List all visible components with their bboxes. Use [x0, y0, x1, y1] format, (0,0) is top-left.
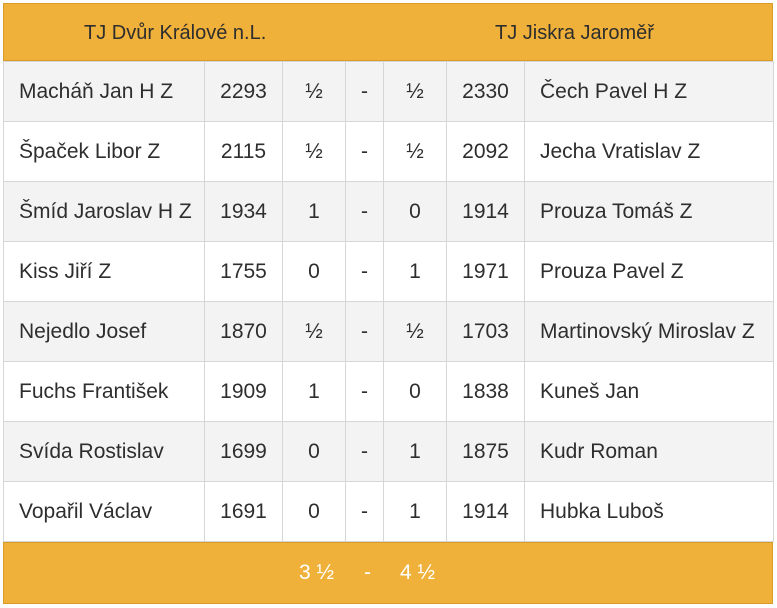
home-player-rating: 2293: [204, 61, 283, 122]
home-player-name: Macháň Jan H Z: [3, 61, 205, 122]
away-player-rating: 1914: [446, 181, 525, 242]
total-score-footer: 3 ½ - 4 ½: [3, 542, 773, 604]
home-player-score: 1: [282, 181, 346, 242]
home-player-rating: 1934: [204, 181, 283, 242]
away-player-name: Čech Pavel H Z: [524, 61, 774, 122]
result-separator: -: [345, 61, 384, 122]
away-player-score: ½: [383, 301, 447, 362]
home-player-name: Špaček Libor Z: [3, 121, 205, 182]
away-player-rating: 2092: [446, 121, 525, 182]
away-player-score: 0: [383, 361, 447, 422]
home-player-score: ½: [282, 121, 346, 182]
result-separator: -: [345, 181, 384, 242]
away-player-score: 1: [383, 421, 447, 482]
total-separator: -: [364, 561, 371, 584]
home-player-name: Šmíd Jaroslav H Z: [3, 181, 205, 242]
home-player-score: ½: [282, 61, 346, 122]
board-row: Kiss Jiří Z 1755 0-1 1971 Prouza Pavel Z: [3, 241, 774, 302]
home-player-name: Fuchs František: [3, 361, 205, 422]
away-player-score: 1: [383, 481, 447, 542]
away-player-rating: 1971: [446, 241, 525, 302]
home-player-name: Kiss Jiří Z: [3, 241, 205, 302]
board-row: Svída Rostislav 1699 0-1 1875 Kudr Roman: [3, 421, 774, 482]
home-player-score: 0: [282, 481, 346, 542]
board-row: Špaček Libor Z 2115 ½ - ½ 2092 Jecha Vratislav…: [3, 121, 774, 182]
home-team-name: TJ Dvůr Králové n.L.: [84, 22, 267, 44]
home-player-rating: 1691: [204, 481, 283, 542]
away-player-name: Hubka Luboš: [524, 481, 774, 542]
board-row: Fuchs František 1909 1-0 1838 Kuneš Jan: [3, 361, 774, 422]
away-player-rating: 2330: [446, 61, 525, 122]
board-row: Vopařil Václav 1691 0-1 1914 Hubka Luboš: [3, 481, 774, 542]
home-player-rating: 1755: [204, 241, 283, 302]
home-player-rating: 1699: [204, 421, 283, 482]
home-player-score: 0: [282, 421, 346, 482]
result-separator: -: [345, 301, 384, 362]
away-player-name: Prouza Tomáš Z: [524, 181, 774, 242]
home-player-score: 0: [282, 241, 346, 302]
result-separator: -: [345, 421, 384, 482]
home-player-score: ½: [282, 301, 346, 362]
board-row: Šmíd Jaroslav H Z 1934 1-0 1914 Prouza Tomáš…: [3, 181, 774, 242]
match-result-table: TJ Dvůr Králové n.L. TJ Jiskra Jaroměř M…: [3, 3, 774, 604]
home-player-rating: 2115: [204, 121, 283, 182]
away-player-score: 0: [383, 181, 447, 242]
home-player-name: Svída Rostislav: [3, 421, 205, 482]
home-player-score: 1: [282, 361, 346, 422]
result-separator: -: [345, 481, 384, 542]
board-row: Nejedlo Josef 1870 ½ - ½ 1703 Martinovský Miro…: [3, 301, 774, 362]
home-player-rating: 1870: [204, 301, 283, 362]
away-player-rating: 1838: [446, 361, 525, 422]
away-player-score: ½: [383, 121, 447, 182]
away-player-name: Kudr Roman: [524, 421, 774, 482]
away-player-score: ½: [383, 61, 447, 122]
away-player-name: Jecha Vratislav Z: [524, 121, 774, 182]
away-player-name: Kuneš Jan: [524, 361, 774, 422]
home-total-score: 3 ½: [299, 561, 335, 584]
board-row: Macháň Jan H Z 2293 ½ - ½ 2330 Čech Pavel H Z: [3, 61, 774, 122]
result-separator: -: [345, 361, 384, 422]
away-player-name: Martinovský Miroslav Z: [524, 301, 774, 362]
away-player-rating: 1914: [446, 481, 525, 542]
team-header: TJ Dvůr Králové n.L. TJ Jiskra Jaroměř: [3, 3, 773, 61]
away-player-name: Prouza Pavel Z: [524, 241, 774, 302]
away-total-score: 4 ½: [400, 561, 436, 584]
result-separator: -: [345, 121, 384, 182]
away-player-score: 1: [383, 241, 447, 302]
result-separator: -: [345, 241, 384, 302]
home-player-name: Nejedlo Josef: [3, 301, 205, 362]
away-player-rating: 1703: [446, 301, 525, 362]
away-player-rating: 1875: [446, 421, 525, 482]
away-team-name: TJ Jiskra Jaroměř: [495, 22, 654, 44]
home-player-rating: 1909: [204, 361, 283, 422]
home-player-name: Vopařil Václav: [3, 481, 205, 542]
